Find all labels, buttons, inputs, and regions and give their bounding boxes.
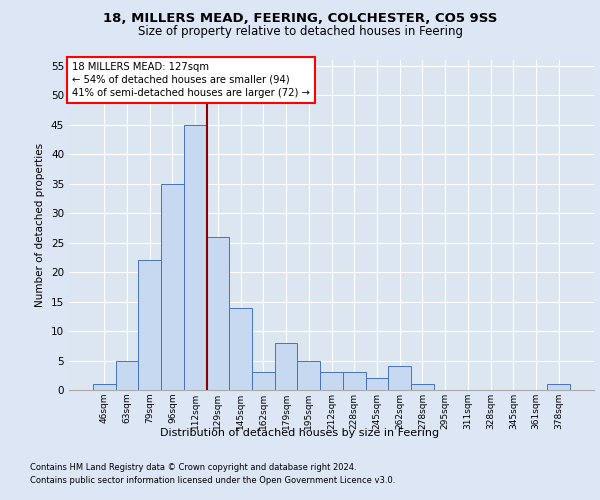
Bar [298, 360, 320, 390]
Bar [116, 360, 139, 390]
Bar [275, 343, 298, 390]
Bar [343, 372, 365, 390]
Bar [206, 237, 229, 390]
Bar [547, 384, 570, 390]
Text: Contains HM Land Registry data © Crown copyright and database right 2024.: Contains HM Land Registry data © Crown c… [30, 462, 356, 471]
Bar [229, 308, 252, 390]
Text: 18 MILLERS MEAD: 127sqm
← 54% of detached houses are smaller (94)
41% of semi-de: 18 MILLERS MEAD: 127sqm ← 54% of detache… [71, 62, 310, 98]
Y-axis label: Number of detached properties: Number of detached properties [35, 143, 46, 307]
Bar [411, 384, 434, 390]
Text: Size of property relative to detached houses in Feering: Size of property relative to detached ho… [137, 25, 463, 38]
Bar [388, 366, 411, 390]
Bar [252, 372, 275, 390]
Bar [139, 260, 161, 390]
Bar [161, 184, 184, 390]
Text: 18, MILLERS MEAD, FEERING, COLCHESTER, CO5 9SS: 18, MILLERS MEAD, FEERING, COLCHESTER, C… [103, 12, 497, 26]
Text: Contains public sector information licensed under the Open Government Licence v3: Contains public sector information licen… [30, 476, 395, 485]
Bar [365, 378, 388, 390]
Bar [184, 125, 206, 390]
Text: Distribution of detached houses by size in Feering: Distribution of detached houses by size … [160, 428, 440, 438]
Bar [320, 372, 343, 390]
Bar [93, 384, 116, 390]
